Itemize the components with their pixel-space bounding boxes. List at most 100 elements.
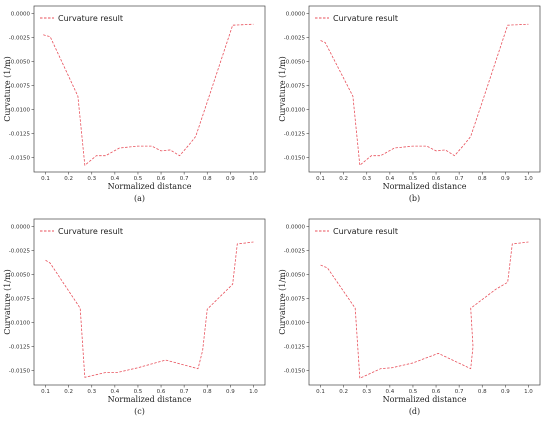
y-tick-label: -0.0050 [284, 60, 306, 66]
y-tick-label: -0.0125 [284, 345, 306, 351]
x-tick-label: 1.0 [524, 389, 533, 395]
x-tick-label: 0.1 [41, 176, 50, 182]
y-tick-label: -0.0150 [284, 369, 306, 375]
x-tick-label: 0.2 [64, 176, 73, 182]
chart-svg-a: 0.1 0.2 0.3 0.4 0.5 0.6 0.7 0.8 0.9 1.0 0.0000 -0.0… [3, 5, 266, 203]
series-line-0 [320, 23, 529, 166]
y-tick-label: 0.0000 [11, 225, 31, 231]
y-tick-label: -0.0025 [9, 249, 31, 255]
x-tick-label: 0.5 [134, 389, 143, 395]
series-line-0 [43, 23, 254, 166]
x-tick-label: 0.6 [432, 176, 441, 182]
x-tick-label: 0.6 [432, 389, 441, 395]
x-tick-label: 0.1 [316, 389, 325, 395]
y-tick-label: -0.0125 [284, 132, 306, 138]
chart-svg-b: 0.1 0.2 0.3 0.4 0.5 0.6 0.7 0.8 0.9 1.0 0.0000 -0.0… [278, 5, 541, 203]
y-tick-label: 0.0000 [11, 12, 31, 18]
y-tick-label: -0.0125 [9, 345, 31, 351]
panel-caption: (a) [134, 194, 145, 203]
x-tick-label: 0.3 [362, 389, 371, 395]
y-tick-label: -0.0025 [284, 249, 306, 255]
y-tick-label: -0.0150 [9, 156, 31, 162]
y-axis-label: Curvature (1/m) [3, 56, 12, 121]
chart-panel-a: 0.1 0.2 0.3 0.4 0.5 0.6 0.7 0.8 0.9 1.0 0.0000 -0.0… [0, 0, 275, 213]
y-tick-label: -0.0075 [9, 84, 31, 90]
panel-caption: (d) [409, 407, 420, 416]
chart-svg-d: 0.1 0.2 0.3 0.4 0.5 0.6 0.7 0.8 0.9 1.0 0.0000 -0.0… [278, 218, 541, 416]
y-tick-label: -0.0100 [9, 321, 31, 327]
y-tick-label: -0.0075 [9, 297, 31, 303]
x-tick-label: 0.5 [134, 176, 143, 182]
x-tick-label: 0.8 [203, 176, 212, 182]
x-tick-label: 0.1 [316, 176, 325, 182]
x-tick-label: 0.2 [64, 389, 73, 395]
x-axis-label: Normalized distance [383, 182, 467, 191]
x-tick-label: 0.8 [478, 389, 487, 395]
x-tick-label: 0.9 [226, 389, 235, 395]
y-tick-label: -0.0025 [9, 36, 31, 42]
x-axis-label: Normalized distance [108, 182, 192, 191]
y-tick-label: -0.0075 [284, 84, 306, 90]
x-tick-label: 0.6 [157, 176, 166, 182]
chart-panel-b: 0.1 0.2 0.3 0.4 0.5 0.6 0.7 0.8 0.9 1.0 0.0000 -0.0… [275, 0, 550, 213]
panel-caption: (c) [134, 407, 145, 416]
y-tick-label: -0.0075 [284, 297, 306, 303]
x-tick-label: 0.8 [203, 389, 212, 395]
y-axis-label: Curvature (1/m) [3, 269, 12, 334]
x-axis-label: Normalized distance [383, 395, 467, 404]
x-tick-label: 1.0 [249, 176, 258, 182]
x-tick-label: 0.1 [41, 389, 50, 395]
x-tick-label: 0.3 [87, 389, 96, 395]
y-axis-label: Curvature (1/m) [278, 56, 287, 121]
y-tick-label: -0.0100 [284, 321, 306, 327]
y-tick-label: -0.0050 [284, 273, 306, 279]
x-tick-label: 0.7 [455, 176, 464, 182]
plot-frame [308, 218, 541, 386]
x-tick-label: 0.9 [501, 389, 510, 395]
x-tick-label: 0.4 [110, 389, 119, 395]
y-tick-label: -0.0125 [9, 132, 31, 138]
legend-label: Curvature result [58, 14, 123, 23]
x-tick-label: 1.0 [249, 389, 258, 395]
x-tick-label: 0.8 [478, 176, 487, 182]
chart-panel-c: 0.1 0.2 0.3 0.4 0.5 0.6 0.7 0.8 0.9 1.0 0.0000 -0.0… [0, 213, 275, 426]
x-tick-label: 0.3 [87, 176, 96, 182]
series-line-0 [320, 241, 529, 379]
y-axis-label: Curvature (1/m) [278, 269, 287, 334]
legend-label: Curvature result [58, 227, 123, 236]
x-tick-label: 1.0 [524, 176, 533, 182]
x-tick-label: 0.6 [157, 389, 166, 395]
x-tick-label: 0.4 [385, 176, 394, 182]
y-tick-label: -0.0150 [9, 369, 31, 375]
x-tick-label: 0.3 [362, 176, 371, 182]
plot-frame [308, 5, 541, 173]
x-tick-label: 0.9 [501, 176, 510, 182]
legend-label: Curvature result [333, 14, 398, 23]
y-tick-label: -0.0025 [284, 36, 306, 42]
y-tick-label: -0.0150 [284, 156, 306, 162]
x-tick-label: 0.7 [180, 389, 189, 395]
y-tick-label: -0.0050 [9, 60, 31, 66]
y-tick-label: -0.0100 [9, 108, 31, 114]
chart-svg-c: 0.1 0.2 0.3 0.4 0.5 0.6 0.7 0.8 0.9 1.0 0.0000 -0.0… [3, 218, 266, 416]
x-tick-label: 0.2 [339, 389, 348, 395]
plot-frame [33, 218, 266, 386]
legend-label: Curvature result [333, 227, 398, 236]
y-tick-label: 0.0000 [286, 225, 306, 231]
x-axis-label: Normalized distance [108, 395, 192, 404]
plot-frame [33, 5, 266, 173]
y-tick-label: 0.0000 [286, 12, 306, 18]
y-tick-label: -0.0100 [284, 108, 306, 114]
x-tick-label: 0.4 [110, 176, 119, 182]
chart-panel-d: 0.1 0.2 0.3 0.4 0.5 0.6 0.7 0.8 0.9 1.0 0.0000 -0.0… [275, 213, 550, 426]
x-tick-label: 0.5 [409, 389, 418, 395]
y-tick-label: -0.0050 [9, 273, 31, 279]
x-tick-label: 0.9 [226, 176, 235, 182]
x-tick-label: 0.5 [409, 176, 418, 182]
series-line-0 [45, 241, 254, 378]
panel-caption: (b) [409, 194, 420, 203]
x-tick-label: 0.7 [455, 389, 464, 395]
x-tick-label: 0.2 [339, 176, 348, 182]
x-tick-label: 0.4 [385, 389, 394, 395]
x-tick-label: 0.7 [180, 176, 189, 182]
